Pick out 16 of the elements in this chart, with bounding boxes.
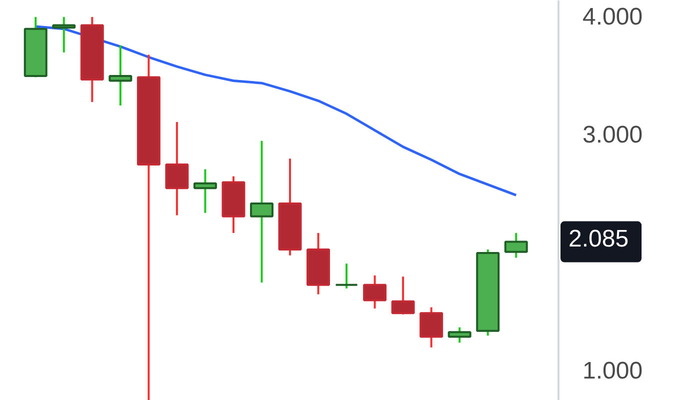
candlestick: [334, 262, 358, 290]
candlestick: [108, 44, 132, 107]
candlestick: [250, 140, 274, 284]
candlestick: [165, 121, 189, 216]
text: 2.085: [568, 225, 629, 252]
candlestick: [193, 168, 217, 214]
candlestick: [420, 306, 444, 348]
y-tick-label: 1.000: [582, 357, 643, 384]
y-tick-label: 4.000: [582, 3, 643, 30]
candlestick: [391, 276, 415, 316]
candlestick: [448, 326, 472, 344]
candlestick: [363, 274, 387, 310]
candlestick: [504, 232, 528, 259]
y-tick-label: 3.000: [582, 121, 643, 148]
candlestick: [52, 16, 76, 54]
line-series: [34, 25, 518, 196]
